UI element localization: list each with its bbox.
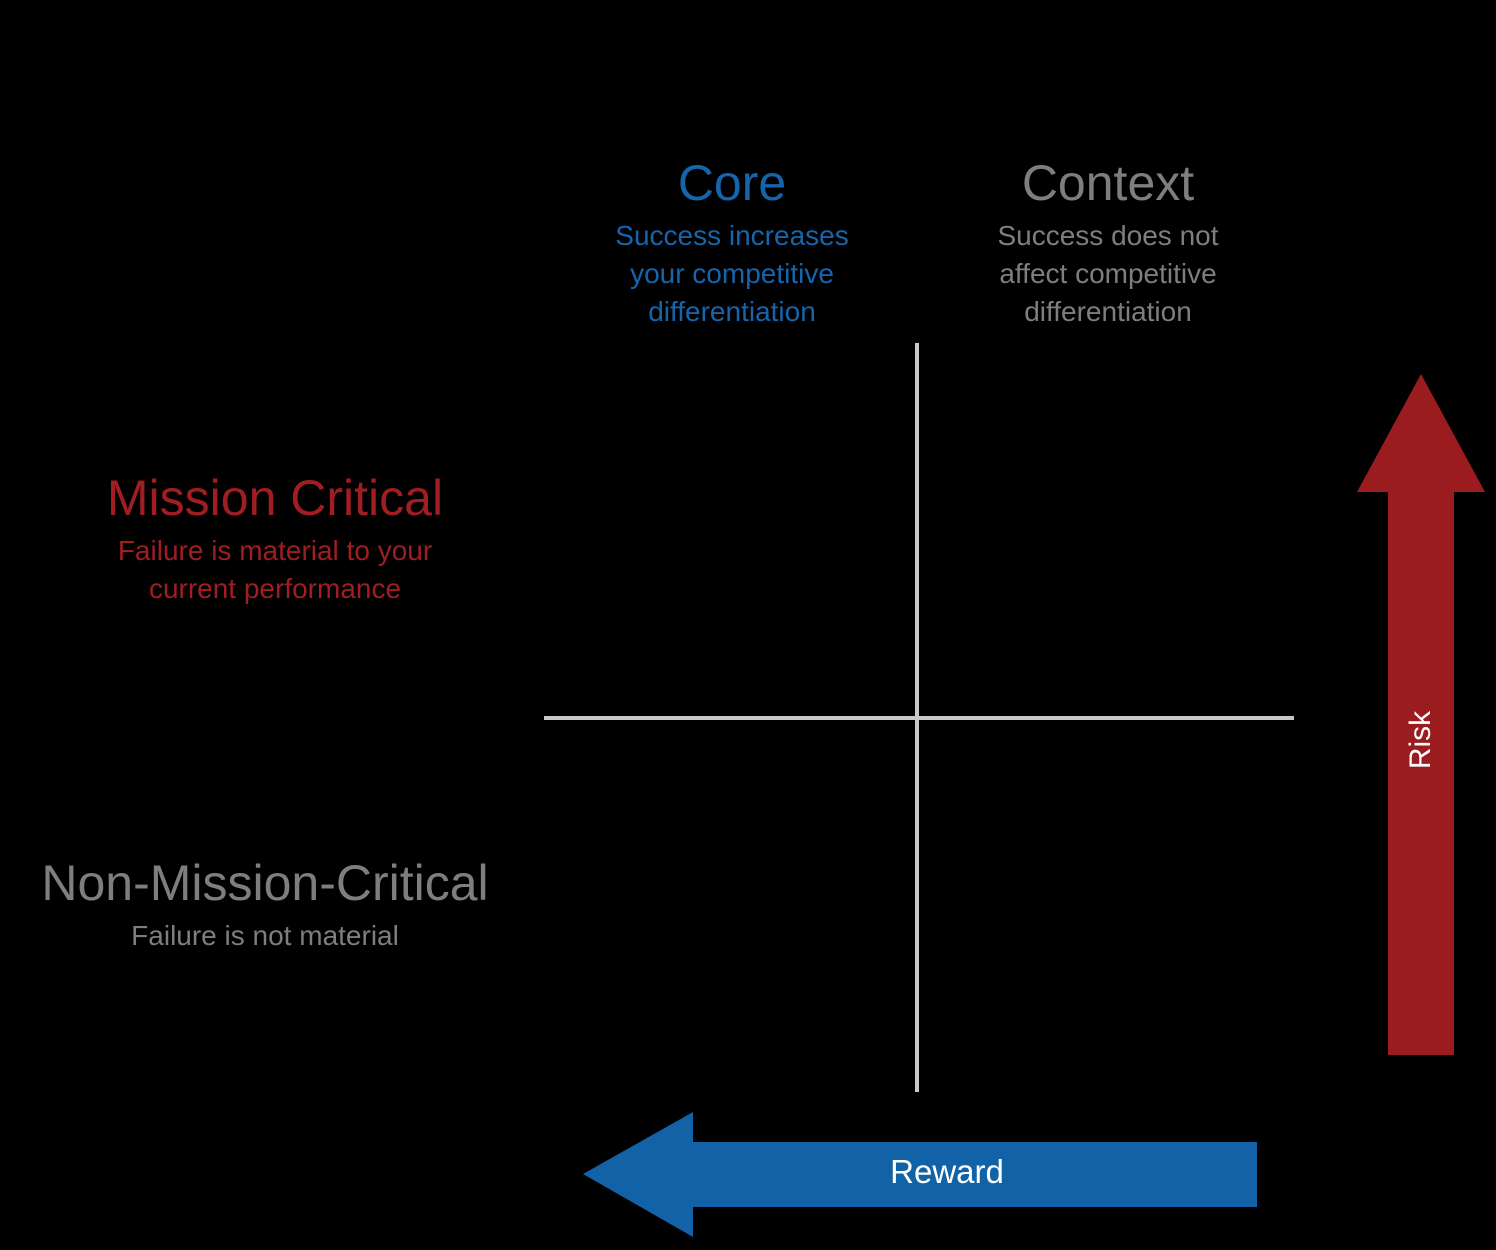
core-title: Core	[677, 155, 787, 211]
reward-axis-label: Reward	[890, 1153, 1004, 1190]
context-subtitle-line-1: Success does not	[997, 220, 1219, 251]
reward-arrow-left-icon	[583, 1112, 1257, 1237]
context-subtitle: Success does not affect competitive diff…	[933, 217, 1283, 331]
context-subtitle-line-2: affect competitive	[999, 258, 1217, 289]
mission-critical-subtitle-line-2: current performance	[148, 573, 402, 604]
quadrant-label-mission-critical: Mission Critical Failure is material to …	[65, 470, 485, 608]
context-subtitle-line-3: differentiation	[1024, 296, 1192, 327]
risk-axis-arrow: Risk	[1355, 374, 1485, 1055]
mission-critical-subtitle-line-1: Failure is material to your	[117, 535, 433, 566]
core-subtitle: Success increases your competitive diffe…	[557, 217, 907, 331]
mission-critical-subtitle: Failure is material to your current perf…	[65, 532, 485, 608]
core-subtitle-line-1: Success increases	[615, 220, 849, 251]
non-mission-critical-title: Non-Mission-Critical	[41, 855, 489, 911]
quadrant-label-non-mission-critical: Non-Mission-Critical Failure is not mate…	[25, 855, 505, 955]
quadrant-label-context: Context Success does not affect competit…	[933, 155, 1283, 331]
core-subtitle-line-3: differentiation	[648, 296, 816, 327]
risk-arrow-up-icon	[1357, 374, 1485, 1055]
core-subtitle-line-2: your competitive	[630, 258, 834, 289]
horizontal-axis-line	[544, 716, 1294, 720]
mission-critical-title: Mission Critical	[106, 470, 444, 526]
context-title: Context	[1021, 155, 1195, 211]
non-mission-critical-subtitle-line-1: Failure is not material	[131, 920, 399, 951]
quadrant-label-core: Core Success increases your competitive …	[557, 155, 907, 331]
non-mission-critical-subtitle: Failure is not material	[25, 917, 505, 955]
risk-axis-label: Risk	[1404, 710, 1437, 770]
reward-axis-arrow: Reward	[583, 1112, 1257, 1237]
